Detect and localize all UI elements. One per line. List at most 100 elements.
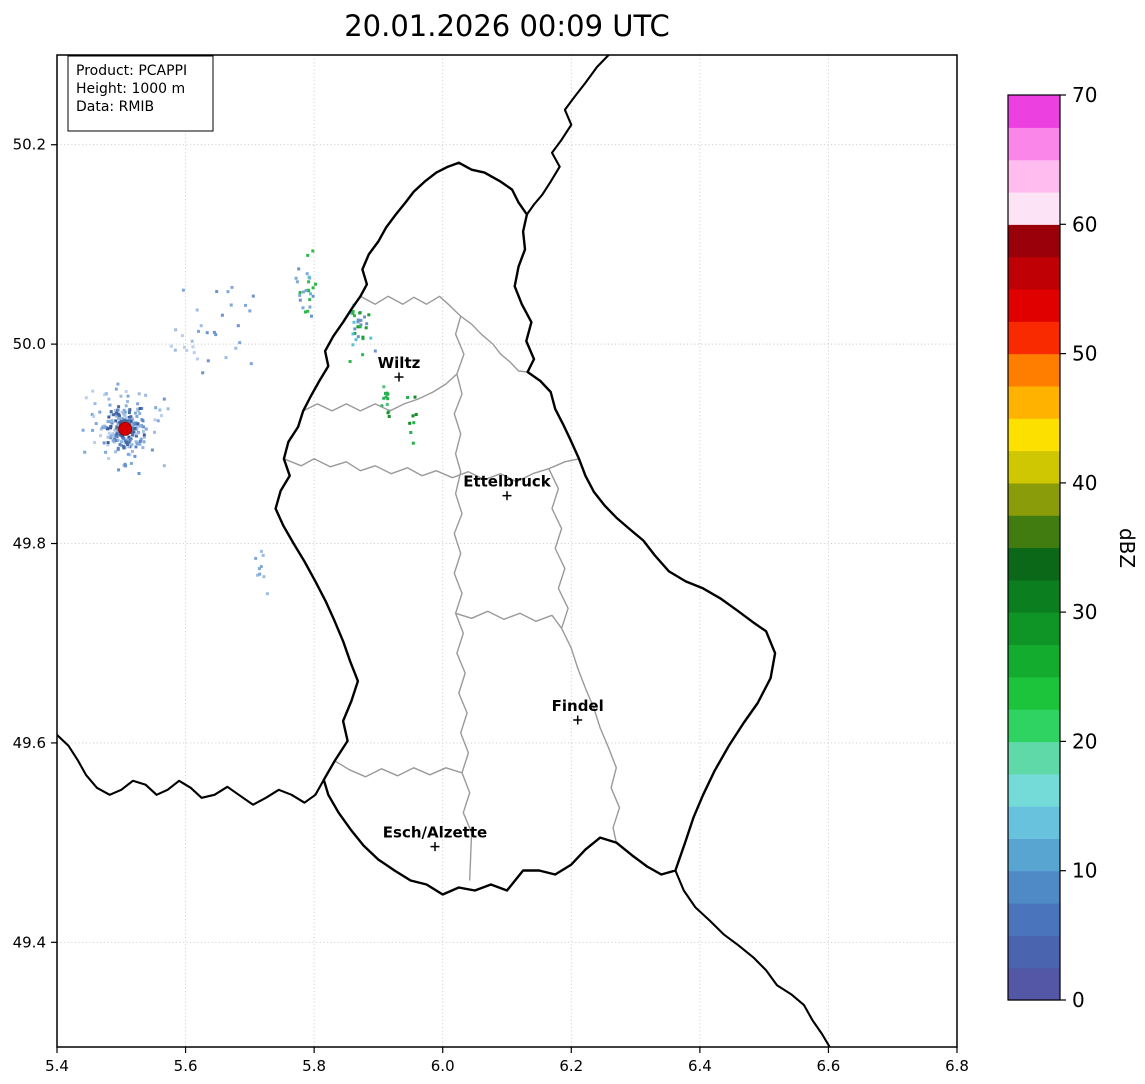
echo-pixel — [92, 415, 96, 418]
colorbar-segment — [1008, 450, 1060, 484]
echo-pixel — [117, 405, 121, 409]
echo-pixel — [128, 453, 132, 457]
echo-pixel — [351, 343, 355, 347]
echo-pixel — [352, 320, 356, 324]
echo-pixel — [258, 572, 262, 576]
echo-pixel — [413, 395, 417, 399]
colorbar-segment — [1008, 256, 1060, 290]
echo-pixel — [113, 437, 117, 441]
france-germany-border — [674, 870, 831, 1047]
echo-pixel — [129, 415, 133, 419]
echo-pixel — [137, 392, 141, 396]
echo-pixel — [262, 575, 266, 579]
colorbar-segment — [1008, 644, 1060, 678]
echo-pixel — [111, 439, 115, 443]
echo-pixel — [295, 280, 299, 284]
plot-frame — [56, 54, 958, 1048]
page-title: 20.01.2026 00:09 UTC — [344, 9, 670, 43]
echo-pixel — [81, 428, 85, 432]
echo-pixel — [124, 390, 128, 393]
y-axis-ticks: 49.4 49.6 49.8 50.0 50.2 — [13, 136, 57, 951]
echo-pixel — [116, 412, 120, 416]
colorbar-segment — [1008, 321, 1060, 355]
echo-pixel — [122, 446, 126, 450]
echo-pixel — [124, 437, 128, 441]
x-tick-label: 5.6 — [174, 1057, 198, 1075]
echo-pixel — [114, 434, 118, 438]
echo-pixel — [205, 331, 209, 335]
colorbar-tick-label: 50 — [1072, 342, 1097, 366]
echo-pixel — [173, 348, 177, 352]
echo-pixel — [136, 407, 140, 411]
echo-pixel — [142, 433, 146, 437]
echo-pixel — [307, 275, 311, 279]
echo-pixel — [103, 393, 107, 397]
echo-pixel — [259, 549, 263, 553]
colorbar-segment — [1008, 773, 1060, 807]
echo-pixel — [353, 331, 357, 335]
echo-pixel — [201, 371, 205, 375]
echo-pixel — [303, 310, 307, 314]
echo-pixel — [412, 421, 416, 425]
y-tick-label: 49.6 — [13, 734, 46, 752]
echo-pixel — [373, 349, 377, 353]
y-tick-label: 49.8 — [13, 535, 46, 553]
colorbar: 0 10 20 30 40 50 60 70 dBZ — [1007, 83, 1139, 1012]
echo-pixel — [115, 414, 119, 418]
echo-pixel — [133, 422, 137, 426]
echo-pixel — [248, 309, 252, 313]
echo-pixel — [106, 443, 110, 447]
echo-pixel — [308, 305, 312, 309]
echo-pixel — [358, 325, 362, 329]
info-box: Product: PCAPPI Height: 1000 m Data: RMI… — [67, 55, 214, 132]
echo-pixel — [369, 336, 373, 340]
echo-pixel — [160, 414, 163, 418]
colorbar-tick-label: 30 — [1072, 600, 1097, 624]
echo-pixel — [199, 324, 203, 328]
info-box-frame — [67, 55, 214, 132]
france-belgium-border — [57, 734, 325, 806]
echo-pixel — [351, 332, 355, 336]
echo-pixel — [99, 434, 102, 438]
echo-pixel — [117, 468, 121, 472]
colorbar-unit-label: dBZ — [1115, 528, 1139, 568]
echo-pixel — [132, 430, 136, 434]
colorbar-ticks: 0 10 20 30 40 50 60 70 — [1060, 83, 1097, 1012]
colorbar-segment — [1008, 95, 1060, 128]
echo-pixel — [115, 432, 119, 436]
echo-pixel — [356, 335, 360, 339]
echo-pixel — [137, 472, 141, 475]
echo-pixel — [115, 411, 118, 415]
echo-pixel — [387, 415, 391, 418]
echo-pixel — [114, 428, 118, 432]
echo-pixel — [127, 435, 131, 439]
echo-pixel — [84, 396, 88, 400]
echo-pixel — [126, 443, 130, 446]
echo-pixel — [306, 253, 310, 257]
echo-pixel — [192, 351, 196, 355]
echo-pixel — [353, 327, 357, 331]
echo-pixel — [356, 320, 360, 324]
echo-pixel — [411, 414, 415, 418]
echo-pixel — [109, 435, 113, 439]
echo-pixel — [124, 416, 128, 420]
echo-pixel — [356, 318, 360, 322]
belgium-germany-border — [526, 55, 610, 216]
echo-pixel — [311, 294, 315, 298]
echo-pixel — [98, 410, 102, 414]
echo-pixel — [139, 437, 143, 441]
echo-pixel — [129, 419, 133, 423]
echo-pixel — [115, 408, 119, 412]
echo-pixel — [298, 293, 302, 297]
echo-pixel — [257, 567, 261, 571]
echo-pixel — [106, 435, 110, 439]
echo-pixel — [138, 424, 142, 428]
echo-pixel — [93, 402, 97, 406]
echo-pixel — [142, 440, 146, 444]
colorbar-frame — [1007, 94, 1061, 1001]
echo-pixel — [142, 425, 145, 429]
echo-pixel — [154, 406, 158, 410]
echo-pixel — [90, 413, 94, 417]
colorbar-segments — [1008, 95, 1060, 1001]
colorbar-segment — [1008, 353, 1060, 387]
